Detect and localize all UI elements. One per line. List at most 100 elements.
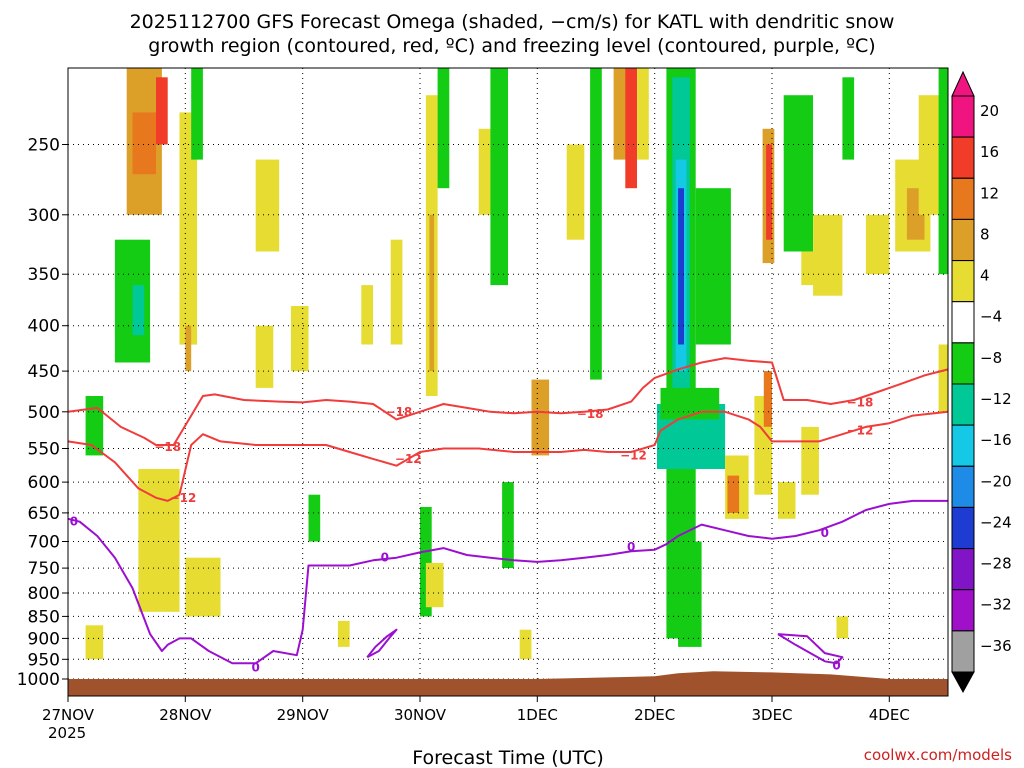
omega-cell bbox=[695, 188, 731, 345]
omega-cell bbox=[531, 379, 550, 456]
y-tick-label: 800 bbox=[28, 584, 60, 604]
colorbar-label: 16 bbox=[980, 143, 999, 161]
colorbar-label: −12 bbox=[980, 390, 1012, 408]
chart-title-line2: growth region (contoured, red, ºC) and f… bbox=[148, 35, 875, 57]
contour-label: −12 bbox=[170, 491, 197, 505]
y-tick-label: 550 bbox=[28, 440, 60, 460]
omega-cell bbox=[938, 68, 948, 275]
contour-label: −12 bbox=[620, 449, 647, 463]
colorbar-swatch bbox=[951, 177, 975, 220]
omega-cell bbox=[185, 557, 221, 617]
omega-cell bbox=[255, 325, 274, 388]
y-tick-label: 900 bbox=[28, 629, 60, 649]
omega-cell bbox=[490, 68, 508, 286]
omega-cell bbox=[290, 306, 309, 372]
plot-frame bbox=[67, 67, 949, 697]
colorbar-swatch bbox=[951, 218, 975, 261]
omega-cell bbox=[361, 285, 373, 345]
colorbar-swatch bbox=[951, 548, 975, 591]
contour-line bbox=[67, 410, 949, 502]
omega-shading bbox=[85, 68, 948, 660]
contour-label: −18 bbox=[847, 395, 874, 409]
colorbar-swatch bbox=[951, 506, 975, 549]
terrain-fill bbox=[68, 671, 948, 696]
credit-label: coolwx.com/models bbox=[864, 746, 1012, 764]
omega-cell bbox=[390, 239, 403, 345]
colorbar-swatch bbox=[951, 424, 975, 467]
y-tick-label: 450 bbox=[28, 362, 60, 382]
colorbar-top-arrow bbox=[951, 70, 975, 97]
omega-cell bbox=[425, 562, 444, 608]
contour-labels: −18 −18 −18 −18 −12 −12 −12 −12 0 0 0 0 0 0 bbox=[70, 395, 874, 674]
omega-cell bbox=[566, 144, 585, 240]
y-tick-label: 250 bbox=[28, 136, 60, 156]
x-tick-label: 30NOV bbox=[394, 706, 447, 724]
contour-label: 0 bbox=[381, 551, 389, 565]
omega-cell bbox=[766, 144, 772, 240]
contours bbox=[67, 357, 949, 665]
contour-label: −18 bbox=[154, 440, 181, 454]
colorbar-label: −8 bbox=[980, 349, 1002, 367]
colorbar-label: −20 bbox=[980, 472, 1012, 490]
colorbar: 20 16 12 8 4 −4 −8 −12 −16 −20 −24 −28 −32 −36 bbox=[951, 70, 1012, 694]
omega-cell bbox=[865, 214, 890, 275]
contour-label: 0 bbox=[70, 515, 78, 529]
y-tick-label: 1000 bbox=[17, 670, 60, 690]
x-axis: 27NOV 28NOV 29NOV 30NOV 1DEC 2DEC 3DEC 4DEC bbox=[42, 696, 910, 724]
omega-cell bbox=[502, 482, 514, 569]
omega-cell bbox=[801, 426, 819, 495]
y-tick-label: 950 bbox=[28, 650, 60, 670]
omega-cell bbox=[727, 475, 740, 513]
colorbar-swatch bbox=[951, 95, 975, 138]
y-tick-label: 400 bbox=[28, 317, 60, 337]
colorbar-swatch bbox=[951, 301, 975, 344]
colorbar-swatch bbox=[951, 260, 975, 303]
colorbar-swatch bbox=[951, 136, 975, 179]
omega-cell bbox=[185, 325, 192, 372]
y-axis: 2503003504004505005506006507007508008509… bbox=[17, 136, 68, 690]
year-label: 2025 bbox=[48, 724, 86, 742]
y-tick-label: 750 bbox=[28, 559, 60, 579]
omega-cell bbox=[429, 214, 435, 372]
colorbar-swatch bbox=[951, 630, 975, 673]
omega-cell bbox=[590, 68, 602, 380]
omega-cell bbox=[191, 68, 203, 160]
x-axis-label: Forecast Time (UTC) bbox=[412, 747, 603, 768]
omega-cell bbox=[156, 77, 168, 145]
colorbar-label: −4 bbox=[980, 308, 1002, 326]
omega-cell bbox=[918, 95, 943, 215]
x-tick-label: 29NOV bbox=[277, 706, 330, 724]
omega-cell bbox=[337, 620, 350, 647]
colorbar-label: −36 bbox=[980, 637, 1012, 655]
omega-cell bbox=[660, 387, 720, 420]
contour-line bbox=[366, 628, 398, 659]
colorbar-swatch bbox=[951, 589, 975, 632]
contour-label: 0 bbox=[821, 526, 829, 540]
y-tick-label: 700 bbox=[28, 533, 60, 553]
omega-cell bbox=[308, 494, 321, 542]
x-tick-label: 1DEC bbox=[517, 706, 558, 724]
x-tick-label: 4DEC bbox=[869, 706, 910, 724]
omega-cell bbox=[255, 159, 280, 252]
omega-cell bbox=[842, 77, 855, 160]
colorbar-label: 8 bbox=[980, 225, 990, 243]
x-tick-label: 2DEC bbox=[634, 706, 675, 724]
omega-cell bbox=[132, 112, 156, 175]
omega-cell bbox=[420, 507, 432, 617]
y-tick-label: 300 bbox=[28, 206, 60, 226]
contour-line bbox=[67, 357, 949, 446]
omega-cell bbox=[813, 214, 843, 296]
y-tick-label: 500 bbox=[28, 403, 60, 423]
colorbar-swatch bbox=[951, 465, 975, 508]
omega-cell bbox=[179, 112, 198, 345]
omega-cell bbox=[783, 95, 813, 252]
contour-label: 0 bbox=[832, 658, 840, 672]
x-tick-label: 27NOV bbox=[42, 706, 95, 724]
contour-line bbox=[67, 499, 948, 665]
colorbar-label: 4 bbox=[980, 267, 990, 285]
y-tick-label: 350 bbox=[28, 265, 60, 285]
y-tick-label: 850 bbox=[28, 607, 60, 627]
colorbar-swatch bbox=[951, 383, 975, 426]
x-tick-label: 3DEC bbox=[751, 706, 792, 724]
